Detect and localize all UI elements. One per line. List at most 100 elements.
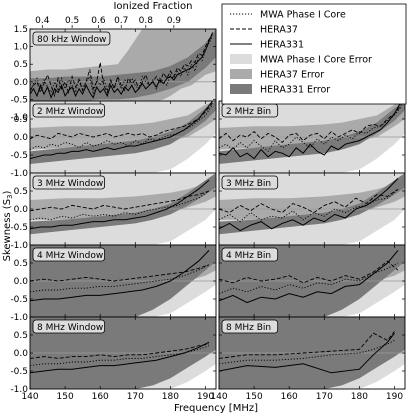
top-tick-label: 0.8 [139, 16, 154, 26]
x-tick-label: 180 [162, 392, 179, 402]
series-hera37 [219, 260, 399, 284]
series-mwa-phase-i-core [30, 190, 210, 221]
y-tick-label: -0.5 [10, 151, 28, 161]
series-mwa-phase-i-core [219, 106, 402, 153]
series-hera37 [30, 34, 213, 98]
panel-title: 8 MHz Bin [221, 319, 279, 334]
y-tick-label: -1.0 [10, 169, 28, 179]
legend-item-hera331: HERA331 [230, 40, 304, 51]
top-tick-label: 0.9 [167, 16, 182, 26]
panel-title: 80 kHz Window [32, 31, 111, 46]
panel-title-text: 2 MHz Window [37, 107, 103, 117]
y-tick-label: 0.5 [14, 331, 28, 341]
legend-swatch [230, 69, 252, 79]
panel-80-khz-window: -1.0 -0.5 0.0 0.5 1.0 1.5 80 kHz Window [10, 25, 217, 123]
panel-8-mhz-window: 140 150 160 170 180 190 -1.0 -0.5 0.0 0.5 8 MHz Wi… [10, 316, 217, 402]
x-tick-label: 140 [21, 392, 38, 402]
band-hera331-error [219, 101, 405, 164]
series-hera37 [219, 188, 399, 214]
panel-2-mhz-bin: 2 MHz Bin [218, 100, 406, 174]
legend-swatch [230, 54, 252, 64]
top-tick-label: 0.4 [35, 16, 50, 26]
x-tick-label: 190 [197, 392, 214, 402]
panel-title-box [221, 319, 279, 334]
plot-area [30, 317, 216, 389]
legend-label: HERA37 Error [260, 70, 324, 81]
x-tick-label: 170 [127, 392, 144, 402]
panel-title-text: 80 kHz Window [37, 35, 106, 45]
y-tick-label: -1.0 [10, 385, 28, 395]
series-hera37 [30, 264, 210, 282]
panel-title-box [32, 247, 105, 262]
legend-item-hera37: HERA37 [230, 25, 298, 36]
panel-title-box [221, 247, 279, 262]
y-tick-label: 0.0 [14, 277, 29, 287]
panel-title-text: 4 MHz Window [37, 251, 103, 261]
series-hera331 [30, 101, 213, 160]
plot-area [30, 173, 216, 245]
y-tick-label: 0.5 [14, 187, 28, 197]
top-axis-label: Ionized Fraction [113, 1, 192, 12]
plot-area [219, 317, 405, 389]
panel-title-text: 2 MHz Bin [226, 107, 271, 117]
x-tick-label: 150 [246, 392, 263, 402]
y-tick-label: 0.0 [14, 133, 29, 143]
legend-item-hera37-error: HERA37 Error [230, 69, 324, 81]
legend-swatch [230, 84, 252, 94]
legend-label: HERA331 [260, 40, 304, 51]
panel-title-box [32, 319, 105, 334]
series-hera331 [30, 250, 210, 302]
series-hera37 [30, 343, 210, 359]
series-mwa-phase-i-core [30, 345, 210, 367]
y-tick-label: -1.0 [10, 313, 28, 323]
y-axis-label-subscript: 3 [6, 194, 14, 198]
x-tick-label: 180 [351, 392, 368, 402]
y-tick-label: 0.5 [14, 115, 28, 125]
panel-3-mhz-bin: 3 MHz Bin [218, 172, 406, 246]
x-tick-label: 160 [92, 392, 109, 402]
series-hera331 [30, 341, 210, 374]
x-axis-label: Frequency [MHz] [174, 403, 258, 414]
x-tick-label: 170 [316, 392, 333, 402]
series-hera331 [30, 179, 210, 230]
y-axis-label-main: Skewness (S [2, 199, 13, 261]
panel-title-box [221, 175, 279, 190]
y-tick-label: 0.0 [14, 78, 29, 88]
y-tick-label: 1.0 [14, 43, 29, 53]
panel-3-mhz-window: -1.0 -0.5 0.0 0.5 3 MHz Window [10, 172, 217, 251]
panel-title-text: 8 MHz Bin [226, 323, 271, 333]
y-tick-label: -0.5 [10, 223, 28, 233]
y-axis-label-end: ) [2, 190, 13, 194]
x-tick-label: 150 [57, 392, 74, 402]
y-tick-label: -1.0 [10, 241, 28, 251]
legend-label: MWA Phase I Core Error [260, 55, 372, 66]
series-mwa-phase-i-core [30, 264, 210, 293]
plot-area [30, 29, 216, 117]
panel-4-mhz-bin: 4 MHz Bin [218, 244, 406, 318]
y-tick-label: 0.5 [14, 60, 28, 70]
legend: MWA Phase I Core HERA37 HERA331 MWA Phase I… [221, 3, 407, 105]
legend-item-mwa-phase-i-core-error: MWA Phase I Core Error [230, 54, 372, 66]
panel-title-box [32, 31, 111, 46]
top-tick-label: 0.5 [65, 16, 79, 26]
panel-title: 2 MHz Window [32, 103, 105, 118]
series-hera37 [30, 102, 213, 140]
y-tick-label: -0.5 [10, 367, 28, 377]
legend-label: HERA37 [260, 25, 298, 36]
panel-title-text: 8 MHz Window [37, 323, 103, 333]
legend-item-mwa-phase-i-core: MWA Phase I Core [230, 10, 346, 21]
series-hera37 [219, 331, 395, 359]
series-hera331 [219, 178, 399, 232]
panel-title: 2 MHz Bin [221, 103, 279, 118]
plot-area [219, 101, 405, 173]
legend-frame [221, 3, 407, 105]
panel-title: 4 MHz Bin [221, 247, 279, 262]
panel-title-box [32, 103, 105, 118]
y-tick-label: 0.0 [14, 349, 29, 359]
series-hera331 [219, 101, 402, 160]
panel-title: 4 MHz Window [32, 247, 105, 262]
panel-title-text: 3 MHz Window [37, 179, 103, 189]
y-tick-label: -0.5 [10, 295, 28, 305]
series-hera331 [30, 32, 213, 100]
x-tick-label: 160 [281, 392, 298, 402]
